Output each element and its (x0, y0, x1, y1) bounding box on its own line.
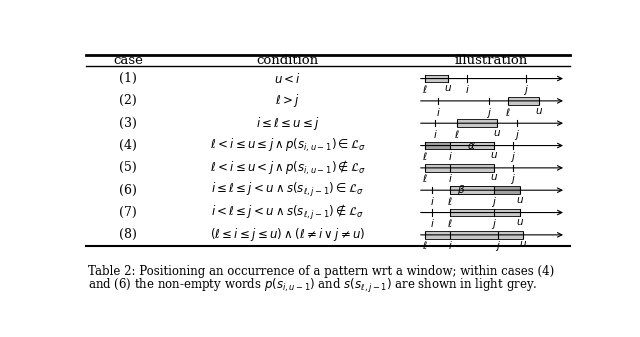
Bar (450, 209, 520, 216)
Text: $\ell < i \leq u \leq j \wedge p(s_{i,u-1}) \in \mathcal{L}_{\sigma}$: $\ell < i \leq u \leq j \wedge p(s_{i,u-… (210, 137, 365, 154)
Text: $\ell$: $\ell$ (422, 83, 428, 95)
Bar (508, 97, 539, 105)
Text: $i$: $i$ (465, 83, 470, 95)
Text: $j$: $j$ (523, 83, 529, 97)
Text: (8): (8) (119, 228, 137, 241)
Text: $u$: $u$ (519, 240, 527, 249)
Text: $u$: $u$ (490, 173, 498, 183)
Text: $\ell$: $\ell$ (506, 105, 511, 118)
Text: $\beta$: $\beta$ (458, 183, 466, 197)
Text: $j$: $j$ (486, 105, 492, 120)
Bar (425, 75, 449, 83)
Text: $\ell$: $\ell$ (422, 150, 428, 162)
Text: and (6) the non-empty words $p(s_{i,u-1})$ and $s(s_{\ell,j-1})$ are shown in li: and (6) the non-empty words $p(s_{i,u-1}… (88, 277, 537, 295)
Text: $i$: $i$ (447, 173, 452, 184)
Text: $\ell$: $\ell$ (447, 195, 453, 207)
Text: (6): (6) (119, 184, 137, 197)
Text: $u$: $u$ (493, 128, 500, 138)
Text: (7): (7) (119, 206, 137, 219)
Bar (450, 186, 493, 194)
Text: $\ell > j$: $\ell > j$ (275, 92, 300, 110)
Text: $j$: $j$ (491, 217, 497, 231)
Text: condition: condition (257, 54, 319, 67)
Text: $u$: $u$ (535, 105, 543, 116)
Text: illustration: illustration (454, 54, 527, 67)
Bar (425, 164, 493, 172)
Text: Table 2: Positioning an occurrence of a pattern wrt a window; within cases (4): Table 2: Positioning an occurrence of a … (88, 265, 554, 278)
Bar (425, 231, 523, 239)
Text: $u$: $u$ (490, 150, 498, 160)
Text: $\ell$: $\ell$ (454, 128, 460, 140)
Text: (1): (1) (119, 72, 137, 85)
Text: $u$: $u$ (516, 217, 524, 227)
Text: $i$: $i$ (436, 105, 441, 118)
Text: $i$: $i$ (447, 150, 452, 162)
Text: $\ell$: $\ell$ (422, 240, 428, 251)
Text: $\alpha$: $\alpha$ (467, 141, 476, 151)
Text: $u$: $u$ (444, 83, 452, 93)
Text: $i \leq \ell \leq u \leq j$: $i \leq \ell \leq u \leq j$ (255, 115, 320, 132)
Text: $u < i$: $u < i$ (274, 71, 301, 86)
Text: $i \leq \ell \leq j < u \wedge s(s_{\ell,j-1}) \in \mathcal{L}_{\sigma}$: $i \leq \ell \leq j < u \wedge s(s_{\ell… (211, 181, 364, 199)
Text: $j$: $j$ (509, 150, 516, 164)
Text: $\ell$: $\ell$ (422, 173, 428, 184)
Text: (5): (5) (119, 161, 137, 174)
Text: $i$: $i$ (447, 240, 452, 251)
Bar (457, 119, 497, 127)
Text: $i$: $i$ (430, 195, 435, 207)
Bar (450, 142, 493, 149)
Text: $i$: $i$ (430, 217, 435, 229)
Text: $j$: $j$ (495, 240, 501, 253)
Text: $\ell < i \leq u < j \wedge p(s_{i,u-1}) \notin \mathcal{L}_{\sigma}$: $\ell < i \leq u < j \wedge p(s_{i,u-1})… (210, 159, 365, 177)
Text: $i$: $i$ (433, 128, 438, 140)
Bar (450, 186, 520, 194)
Text: $u$: $u$ (516, 195, 524, 205)
Text: (4): (4) (119, 139, 137, 152)
Bar (425, 142, 493, 149)
Text: $j$: $j$ (509, 173, 516, 186)
Text: $j$: $j$ (491, 195, 497, 209)
Text: case: case (113, 54, 143, 67)
Text: $i < \ell \leq j < u \wedge s(s_{\ell,j-1}) \notin \mathcal{L}_{\sigma}$: $i < \ell \leq j < u \wedge s(s_{\ell,j-… (211, 203, 364, 222)
Text: $j$: $j$ (514, 128, 520, 142)
Text: $\ell$: $\ell$ (447, 217, 453, 229)
Text: (2): (2) (119, 94, 137, 108)
Text: (3): (3) (119, 117, 137, 130)
Text: $(\ell \leq i \leq j \leq u) \wedge (\ell \neq i \vee j \neq u)$: $(\ell \leq i \leq j \leq u) \wedge (\el… (210, 226, 365, 243)
